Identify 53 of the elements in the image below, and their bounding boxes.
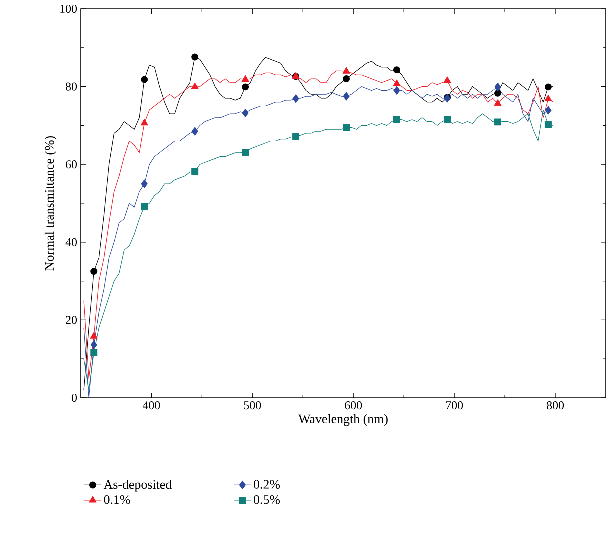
point: [343, 76, 350, 83]
point: [192, 168, 199, 176]
point: [242, 76, 250, 82]
point: [343, 92, 350, 101]
point: [544, 94, 552, 102]
point: [494, 82, 502, 92]
point: [242, 108, 249, 118]
x-axis-title: Wavelength (nm): [298, 414, 388, 426]
point: [90, 332, 98, 339]
x-tick-label: 700: [446, 402, 464, 410]
point: [242, 84, 250, 91]
point: [444, 76, 452, 84]
point: [192, 54, 199, 61]
x-tick-label: 600: [345, 402, 362, 410]
point: [444, 116, 451, 123]
point: [191, 82, 199, 90]
point: [242, 149, 250, 156]
point: [141, 180, 148, 188]
point: [494, 118, 502, 126]
y-tick-label: 20: [66, 316, 78, 324]
legend-label: 0.2%: [254, 480, 280, 489]
x-tick-label: 500: [244, 402, 262, 410]
x-tick-label: 400: [142, 402, 160, 410]
point: [394, 116, 401, 123]
y-tick-label: 60: [66, 160, 78, 169]
point: [90, 268, 98, 276]
point: [545, 106, 552, 115]
point: [343, 124, 350, 132]
point: [544, 121, 552, 128]
y-tick-label: 80: [66, 82, 78, 91]
point: [141, 76, 148, 84]
point: [292, 133, 300, 140]
y-tick-label: 0: [72, 394, 78, 402]
legend-label: As-deposited: [104, 480, 172, 492]
point: [544, 84, 552, 91]
y-tick-label: 100: [60, 4, 78, 14]
point: [393, 80, 401, 86]
legend-label: 0.5%: [254, 495, 280, 504]
point: [192, 127, 198, 136]
point: [140, 119, 148, 126]
point: [394, 66, 401, 74]
point: [494, 100, 502, 106]
point: [342, 67, 350, 74]
x-tick-label: 800: [547, 402, 564, 410]
point: [90, 340, 98, 350]
legend-label: 0.1%: [104, 495, 130, 504]
point: [394, 86, 400, 95]
y-axis-title: Normal transmittance (%): [44, 136, 57, 271]
point: [292, 94, 300, 104]
point: [90, 349, 98, 356]
point: [141, 203, 148, 210]
y-tick-label: 40: [66, 238, 78, 246]
point: [494, 90, 502, 97]
